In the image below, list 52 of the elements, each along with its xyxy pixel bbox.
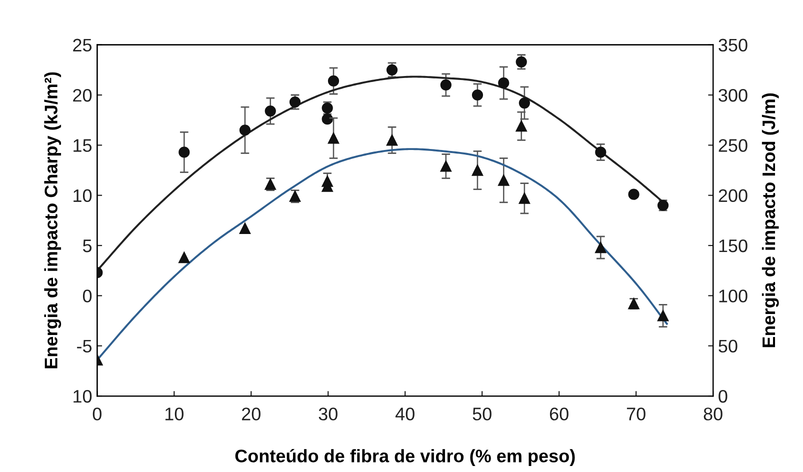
point <box>386 134 398 146</box>
x-axis-title: Conteúdo de fibra de vidro (% em peso) <box>235 448 575 466</box>
point <box>498 174 510 186</box>
x-tick-label: 0 <box>92 408 102 420</box>
y2-tick-label: 0 <box>718 390 728 403</box>
point <box>498 77 510 89</box>
point <box>518 192 530 204</box>
point <box>239 222 251 234</box>
y-tick-label: 25 <box>73 38 92 52</box>
point <box>178 252 190 264</box>
point <box>322 114 333 125</box>
point <box>628 188 640 200</box>
y-tick-label: 15 <box>74 139 92 152</box>
y2-tick-label: 150 <box>719 239 748 252</box>
x-tick-label: 40 <box>395 408 414 420</box>
y2-tick-label: 100 <box>719 290 748 302</box>
x-tick-label: 10 <box>165 408 184 420</box>
point <box>472 164 484 176</box>
point <box>178 146 190 158</box>
point <box>657 310 669 322</box>
x-tick-label: 80 <box>704 408 722 420</box>
x-tick-label: 30 <box>318 408 338 420</box>
point <box>595 146 606 158</box>
point <box>440 79 452 91</box>
point <box>440 160 452 172</box>
y-tick-label: 10 <box>74 189 92 202</box>
point <box>239 124 251 136</box>
y2-tick-label: 50 <box>718 340 738 353</box>
y-tick-label: -5 <box>77 340 92 353</box>
y-tick-label: 0 <box>82 290 92 302</box>
y-tick-label: 10 <box>74 390 92 403</box>
y-tick-label: 5 <box>82 240 92 252</box>
x-tick-label: 70 <box>626 408 646 420</box>
y-tick-label: 20 <box>73 88 92 102</box>
point <box>328 75 340 87</box>
point <box>595 242 606 254</box>
x-tick-label: 50 <box>472 408 492 420</box>
point <box>516 120 527 132</box>
y2-tick-label: 350 <box>718 38 748 52</box>
point <box>472 89 484 101</box>
point <box>264 106 276 117</box>
x-tick-label: 60 <box>550 408 568 420</box>
y2-tick-label: 200 <box>718 189 748 202</box>
y2-axis-title: Energia de impacto Izod (J/m) <box>762 93 779 348</box>
y2-tick-label: 300 <box>718 88 748 102</box>
point <box>328 132 340 144</box>
point <box>516 56 527 68</box>
y-axis-title: Energia de impacto Charpy (kJ/m²) <box>44 72 62 368</box>
point <box>518 97 530 109</box>
y2-tick-label: 250 <box>718 139 748 152</box>
x-tick-label: 20 <box>242 408 260 420</box>
point <box>386 64 398 76</box>
